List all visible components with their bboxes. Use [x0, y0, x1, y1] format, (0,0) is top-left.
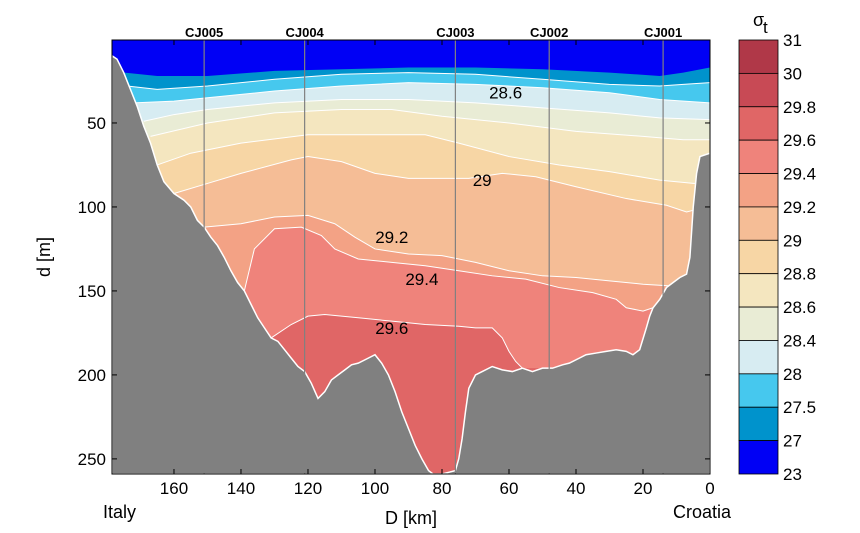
colorbar-tick-label: 27.5 [783, 398, 816, 417]
x-tick-label: 20 [634, 479, 653, 498]
station-label: CJ004 [285, 25, 324, 40]
colorbar-segment [738, 306, 779, 341]
colorbar-segment [738, 373, 779, 408]
station-label: CJ005 [185, 25, 223, 40]
colorbar-tick-label: 29 [783, 231, 802, 250]
contour-line [270, 313, 523, 369]
colorbar-tick-label: 31 [783, 31, 802, 50]
colorbar-label-subscript: t [763, 18, 768, 37]
seabed-bathymetry [112, 54, 710, 474]
x-tick-label: 0 [705, 479, 714, 498]
colorbar-tick-label: 27 [783, 432, 802, 451]
contour-line [133, 82, 710, 104]
colorbar-tick-label: 28.8 [783, 265, 816, 284]
y-tick-label: 50 [87, 114, 106, 133]
plot-frame [111, 39, 711, 475]
contour-line [150, 109, 710, 141]
colorbar-segment [738, 72, 779, 108]
y-tick-label: 250 [78, 450, 106, 469]
contour-line [243, 226, 654, 312]
colorbar-tick-label: 29.2 [783, 198, 816, 217]
colorbar-tick-label: 29.4 [783, 165, 816, 184]
contour-line [157, 134, 710, 184]
colorbar-tick-label: 28.4 [783, 331, 816, 350]
contour-label: 29 [473, 171, 492, 190]
colorbar-segment [738, 206, 779, 241]
left-annotation-italy: Italy [103, 502, 136, 522]
contour-label: 29.4 [405, 270, 438, 289]
station-label: CJ003 [436, 25, 474, 40]
axes: CJ005 CJ004 CJ003 CJ002 CJ001 160 140 120 100 80 6… [78, 25, 715, 498]
y-axis-label: d [m] [34, 237, 54, 277]
right-annotation-croatia: Croatia [673, 502, 732, 522]
colorbar-segment [738, 340, 779, 375]
x-tick-label: 100 [361, 479, 389, 498]
colorbar-tick-label: 29.6 [783, 131, 816, 150]
y-tick-label: 200 [78, 366, 106, 385]
x-tick-label: 60 [500, 479, 519, 498]
contour-label: 28.6 [489, 84, 522, 103]
density-layer [112, 40, 710, 76]
colorbar-tick-label: 28.6 [783, 298, 816, 317]
x-tick-label: 40 [567, 479, 586, 498]
colorbar-segment [738, 440, 779, 475]
colorbar-segment [738, 273, 779, 308]
colorbar-tick-label: 30 [783, 64, 802, 83]
contour-line [143, 98, 710, 122]
colorbar-tick-label: 29.8 [783, 98, 816, 117]
x-tick-label: 120 [294, 479, 322, 498]
colorbar-tick-label: 28 [783, 365, 802, 384]
contour-label: 29.6 [375, 319, 408, 338]
colorbar-segment [738, 173, 779, 208]
colorbar: 31 30 29.8 29.6 29.4 29.2 29 28.8 28.6 28.4 28 27.5… [738, 10, 816, 484]
station-label: CJ002 [530, 25, 568, 40]
x-tick-label: 140 [227, 479, 255, 498]
colorbar-segment [738, 139, 779, 174]
colorbar-segment [738, 239, 779, 275]
y-tick-label: 100 [78, 198, 106, 217]
contour-line [173, 156, 694, 213]
contour-label: 29.2 [375, 228, 408, 247]
colorbar-segment [738, 39, 779, 74]
x-tick-label: 80 [433, 479, 452, 498]
colorbar-label-sigma: σ [753, 10, 764, 30]
colorbar-segment [738, 406, 779, 442]
station-label: CJ001 [644, 25, 682, 40]
colorbar-tick-label: 23 [783, 465, 802, 484]
plot-area: 28.6 29 29.2 29.4 29.6 [112, 40, 710, 474]
contour-line [204, 214, 670, 287]
colorbar-segment [738, 106, 779, 141]
x-axis-label: D [km] [385, 508, 437, 528]
x-tick-label: 160 [160, 479, 188, 498]
y-tick-label: 150 [78, 282, 106, 301]
